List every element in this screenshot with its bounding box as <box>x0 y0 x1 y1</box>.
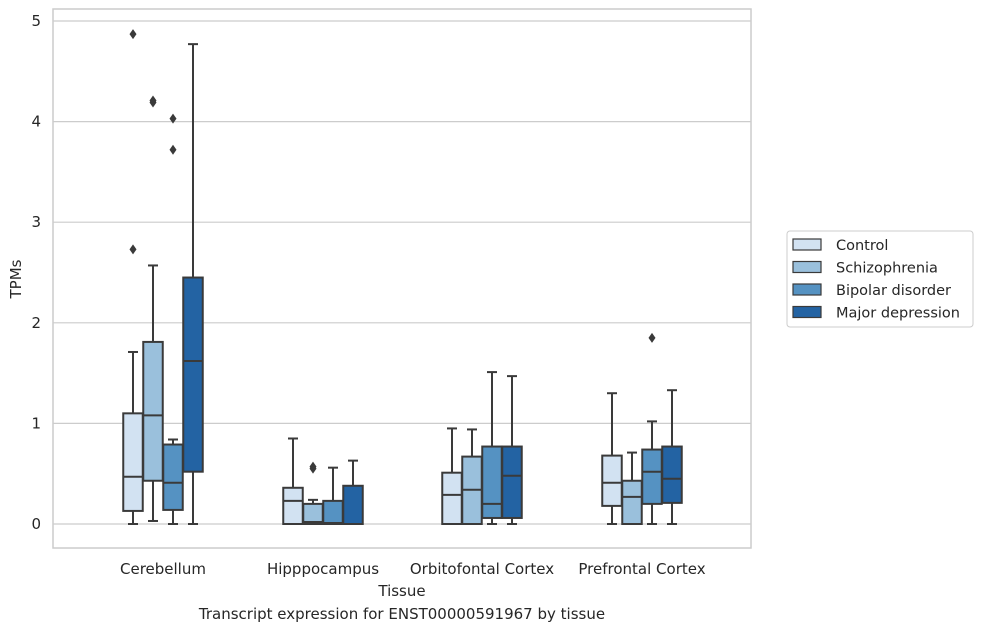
box-major-depression <box>661 389 683 525</box>
outlier-point <box>169 113 177 124</box>
x-tick-label: Orbitofontal Cortex <box>410 560 554 578</box>
box-iqr <box>322 499 344 525</box>
legend: Control Schizophrenia Bipolar disorder Majo… <box>786 230 974 328</box>
box-bipolar-disorder <box>641 332 663 525</box>
legend-swatch <box>792 238 822 251</box>
box-iqr <box>661 445 683 504</box>
y-axis-label: TPMs <box>7 259 25 299</box>
plot-frame <box>52 8 752 549</box>
y-tick-label: 1 <box>31 414 41 432</box>
box-iqr <box>282 486 304 525</box>
box-control <box>601 392 623 525</box>
box-iqr <box>302 502 324 526</box>
box-bipolar-disorder <box>162 113 184 525</box>
box-major-depression <box>342 459 364 526</box>
y-tick-label: 5 <box>31 12 41 30</box>
chart-caption: Transcript expression for ENST0000059196… <box>198 605 606 623</box>
box-iqr <box>122 412 144 512</box>
legend-label: Major depression <box>836 306 960 322</box>
legend-swatch <box>792 305 822 319</box>
box-control <box>122 29 144 525</box>
legend-swatch <box>792 283 822 296</box>
box-iqr <box>641 448 663 505</box>
legend-swatch <box>792 260 822 274</box>
box-iqr <box>621 479 643 526</box>
box-bipolar-disorder <box>481 371 503 525</box>
box-control <box>441 427 463 525</box>
legend-label: Schizophrenia <box>836 261 938 277</box>
legend-frame <box>786 230 974 328</box>
box-major-depression <box>182 43 204 525</box>
box-major-depression <box>501 375 523 525</box>
legend-label: Bipolar disorder <box>836 283 951 299</box>
x-tick-label: Hipppocampus <box>267 560 379 578</box>
outlier-point <box>149 95 157 106</box>
box-iqr <box>342 484 364 526</box>
box-schizophrenia <box>142 95 164 522</box>
y-tick-labels: 0 1 2 3 4 5 <box>31 12 41 533</box>
box-bipolar-disorder <box>322 466 344 525</box>
box-control <box>282 437 304 525</box>
box-schizophrenia <box>302 461 324 526</box>
box-iqr <box>441 471 463 525</box>
x-tick-labels: Cerebellum Hipppocampus Orbitofontal Corte… <box>120 560 706 578</box>
legend-label: Control <box>836 238 888 254</box>
box-iqr <box>182 276 204 473</box>
box-iqr <box>501 445 523 519</box>
box-iqr <box>142 340 164 482</box>
x-tick-label: Prefrontal Cortex <box>578 560 705 578</box>
outlier-point <box>129 29 137 40</box>
boxes-layer <box>122 29 683 526</box>
box-iqr <box>481 445 503 519</box>
x-tick-label: Cerebellum <box>120 560 206 578</box>
box-schizophrenia <box>621 451 643 526</box>
box-schizophrenia <box>461 428 483 525</box>
y-tick-label: 4 <box>31 113 41 131</box>
x-axis-label: Tissue <box>377 582 425 600</box>
box-iqr <box>601 454 623 507</box>
box-iqr <box>162 443 184 511</box>
outlier-point <box>169 144 177 155</box>
y-tick-label: 2 <box>31 314 41 332</box>
outlier-point <box>648 332 656 343</box>
y-tick-label: 3 <box>31 213 41 231</box>
outlier-point <box>309 461 317 472</box>
outlier-point <box>129 244 137 255</box>
y-tick-label: 0 <box>31 515 41 533</box>
